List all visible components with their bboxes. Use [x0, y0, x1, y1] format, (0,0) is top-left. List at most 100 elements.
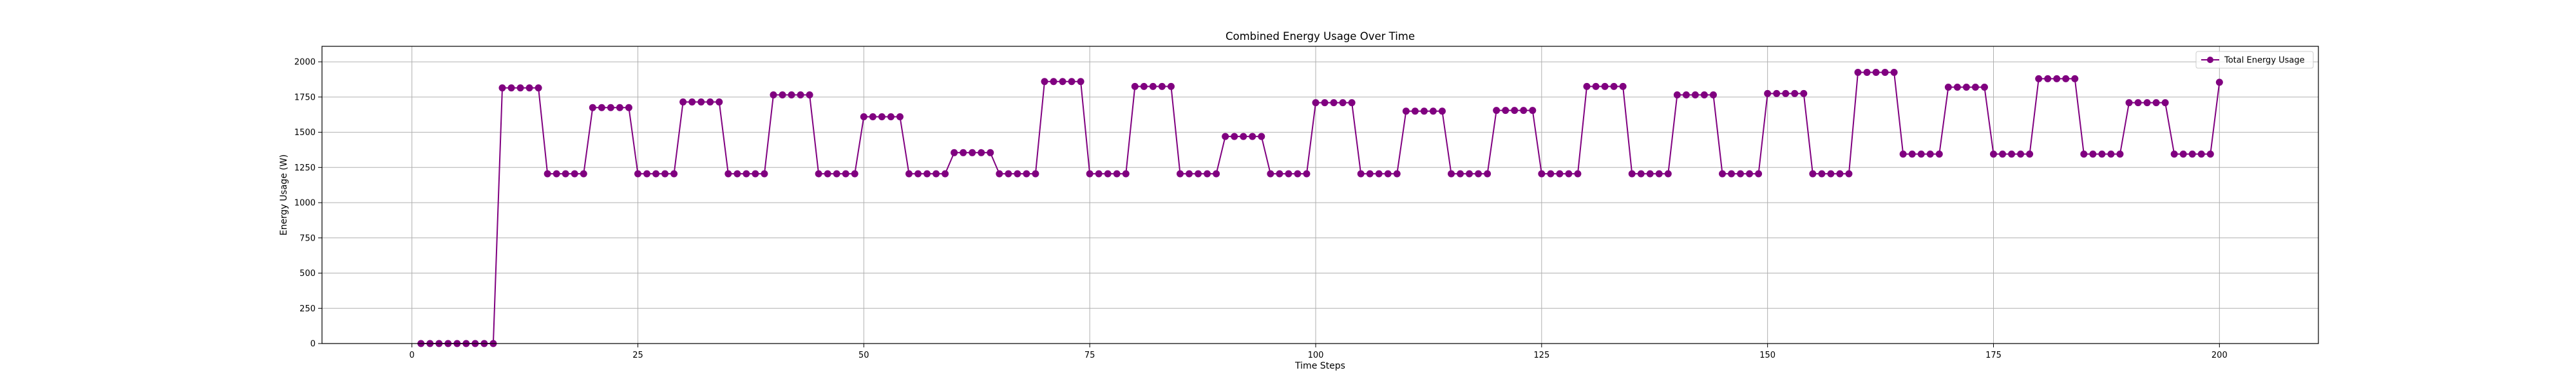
- data-point: [1574, 170, 1582, 178]
- data-point: [1204, 170, 1211, 178]
- data-point: [1249, 133, 1256, 140]
- data-point: [1059, 78, 1066, 86]
- data-point: [553, 170, 560, 178]
- data-point: [1502, 107, 1510, 115]
- data-point: [2080, 151, 2088, 158]
- data-point: [1556, 170, 1564, 178]
- x-axis-label: Time Steps: [1294, 361, 1345, 371]
- data-point: [1041, 78, 1048, 86]
- y-tick-label: 2000: [294, 58, 316, 68]
- y-tick-label: 1500: [294, 128, 316, 138]
- data-point: [1050, 78, 1057, 86]
- data-point: [1240, 133, 1247, 140]
- data-point: [1971, 84, 1979, 91]
- grid-lines: [322, 46, 2318, 344]
- data-point: [1393, 170, 1401, 178]
- data-point: [1682, 91, 1690, 99]
- data-point: [752, 170, 759, 178]
- data-point: [2143, 99, 2151, 107]
- data-point: [1258, 133, 1265, 140]
- data-point: [878, 113, 886, 120]
- data-point: [978, 149, 985, 156]
- legend-marker-swatch: [2207, 57, 2213, 63]
- data-point: [1131, 82, 1139, 90]
- data-point: [1700, 91, 1708, 99]
- data-point: [1890, 69, 1898, 77]
- data-point: [2008, 151, 2016, 158]
- data-point: [824, 170, 831, 178]
- data-point: [507, 84, 515, 92]
- data-point: [2062, 75, 2070, 82]
- data-point: [2116, 151, 2124, 158]
- data-point: [1610, 82, 1618, 90]
- data-point: [2134, 99, 2142, 107]
- data-point: [1990, 151, 1997, 158]
- data-point: [960, 149, 967, 156]
- y-tick-label: 250: [299, 304, 316, 314]
- legend-entry-label: Total Energy Usage: [2224, 56, 2305, 66]
- data-point: [743, 170, 750, 178]
- data-point: [1303, 170, 1311, 178]
- data-point: [951, 149, 958, 156]
- data-point: [1836, 170, 1844, 178]
- data-point: [1466, 170, 1473, 178]
- y-tick-label: 1250: [294, 163, 316, 173]
- data-point: [779, 91, 786, 99]
- data-point: [1646, 170, 1654, 178]
- data-point: [887, 113, 895, 120]
- data-point: [797, 91, 804, 99]
- data-point: [860, 113, 867, 120]
- data-point: [1068, 78, 1075, 86]
- data-point: [697, 98, 705, 106]
- data-point: [869, 113, 876, 120]
- data-point: [1655, 170, 1663, 178]
- data-point: [715, 98, 723, 106]
- data-point: [1447, 170, 1455, 178]
- data-point: [1493, 107, 1501, 115]
- data-point: [498, 84, 506, 92]
- data-point: [634, 170, 641, 178]
- legend: Total Energy Usage: [2195, 51, 2314, 69]
- data-point: [788, 91, 795, 99]
- data-point: [1023, 170, 1030, 178]
- data-point: [1122, 170, 1130, 178]
- x-tick-label: 25: [632, 351, 643, 360]
- data-point: [2044, 75, 2052, 82]
- data-point: [724, 170, 732, 178]
- data-point: [2017, 151, 2025, 158]
- data-point: [1755, 170, 1763, 178]
- data-point: [987, 149, 994, 156]
- data-point: [815, 170, 822, 178]
- data-point: [1420, 107, 1428, 115]
- data-point: [706, 98, 714, 106]
- data-point: [1176, 170, 1184, 178]
- x-tick-label: 150: [1759, 351, 1776, 360]
- data-point: [1538, 170, 1546, 178]
- data-point: [1917, 151, 1925, 158]
- data-point: [1086, 170, 1094, 178]
- data-point: [1529, 107, 1537, 115]
- data-point: [842, 170, 849, 178]
- data-point: [1845, 170, 1853, 178]
- data-point: [996, 170, 1003, 178]
- chart-title: Combined Energy Usage Over Time: [1226, 30, 1415, 42]
- data-point: [544, 170, 551, 178]
- data-point: [1457, 170, 1464, 178]
- data-point: [652, 170, 660, 178]
- data-point: [643, 170, 650, 178]
- data-point: [1728, 170, 1736, 178]
- data-point: [851, 170, 858, 178]
- data-point: [2179, 151, 2187, 158]
- data-point: [1854, 69, 1862, 77]
- data-point: [1267, 170, 1274, 178]
- data-point: [1411, 107, 1419, 115]
- data-point: [806, 91, 813, 99]
- data-point: [1339, 99, 1347, 107]
- data-point: [607, 104, 614, 111]
- data-point: [598, 104, 605, 111]
- data-point: [2188, 151, 2196, 158]
- data-point: [896, 113, 904, 120]
- data-point: [1565, 170, 1573, 178]
